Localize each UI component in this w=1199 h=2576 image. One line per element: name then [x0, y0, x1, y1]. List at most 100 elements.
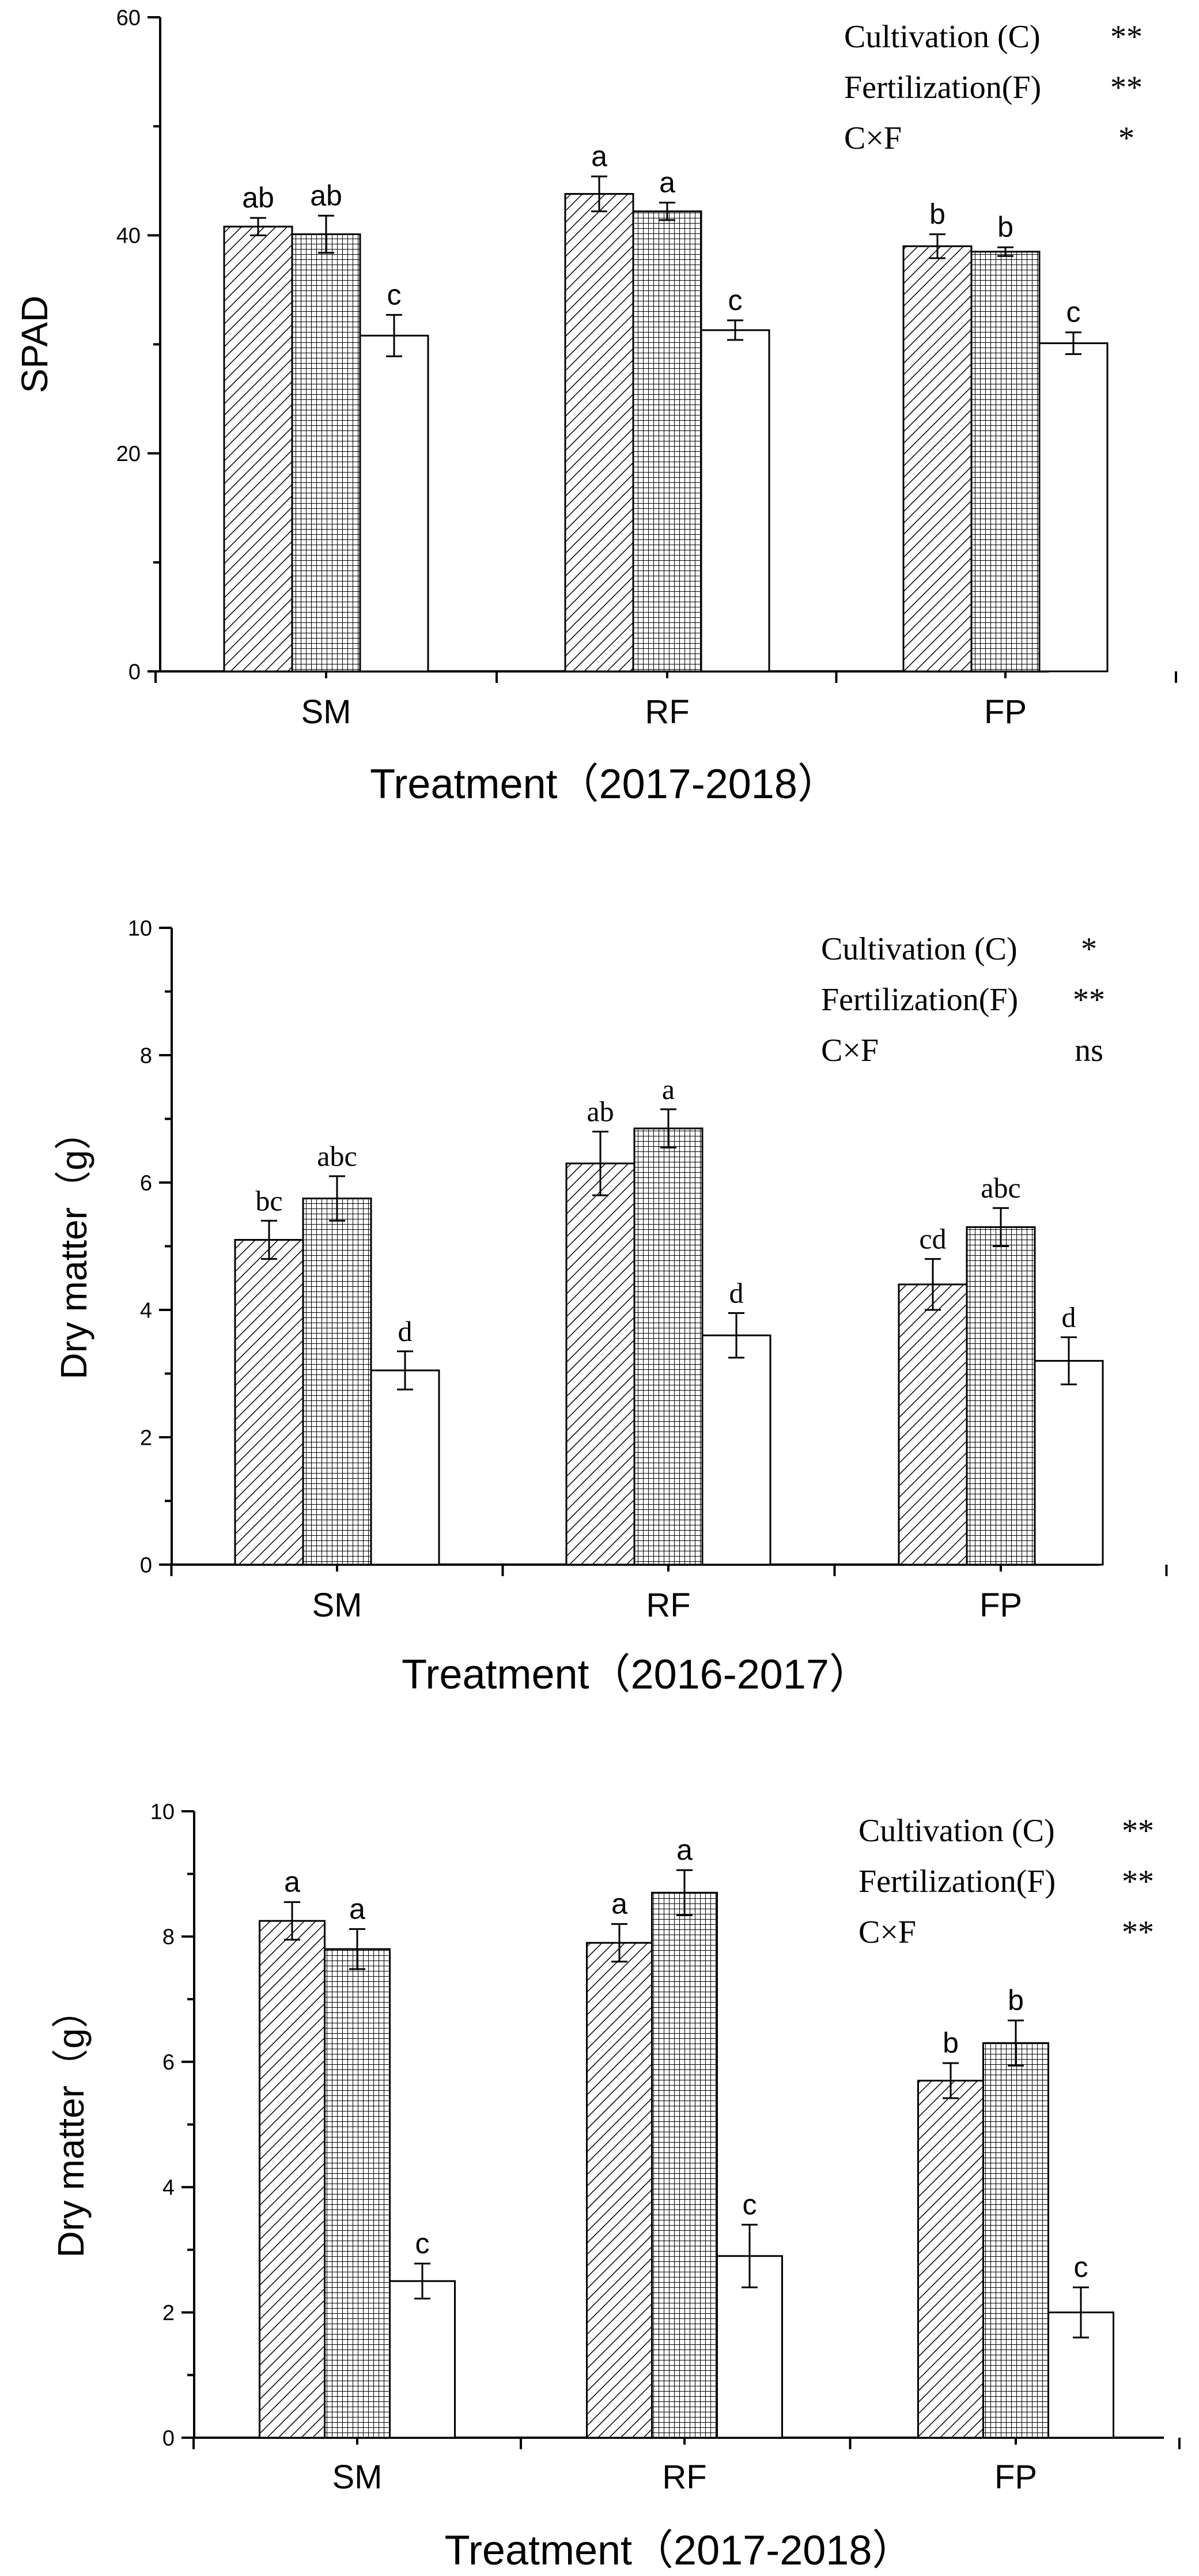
significance-letter: bc	[255, 1184, 282, 1217]
bar-fp-1	[917, 2079, 984, 2439]
bar-rf-2	[651, 1891, 718, 2439]
bar-rf-2	[632, 210, 702, 673]
y-axis-title: Dry matter（g）	[50, 1991, 92, 2257]
anova-significance: **	[1122, 1914, 1154, 1950]
anova-factor: C×F	[858, 1914, 916, 1950]
significance-letter: c	[415, 2227, 430, 2260]
significance-letter: d	[729, 1277, 744, 1309]
significance-letter: c	[743, 2188, 757, 2220]
anova-significance: *	[1081, 931, 1097, 967]
y-tick-label: 6	[162, 2050, 175, 2075]
bar-fp-3	[1034, 1359, 1104, 1566]
significance-letter: b	[929, 198, 945, 230]
anova-significance: **	[1122, 1813, 1154, 1849]
significance-letter: ab	[242, 182, 274, 214]
category-label: RF	[646, 1587, 690, 1624]
y-tick-label: 2	[162, 2301, 175, 2325]
y-axis-title: Dry matter（g）	[53, 1113, 94, 1379]
significance-letter: a	[349, 1893, 365, 1925]
y-axis-title: SPAD	[14, 296, 55, 394]
significance-letter: ab	[587, 1096, 614, 1128]
significance-letter: b	[997, 211, 1013, 243]
category-label: SM	[312, 1587, 362, 1624]
y-tick-label: 8	[162, 1925, 175, 1950]
y-tick-label: 4	[140, 1298, 152, 1323]
significance-letter: c	[1066, 296, 1081, 328]
category-label: RF	[662, 2458, 706, 2496]
bar-fp-1	[902, 245, 973, 673]
anova-factor: Fertilization(F)	[821, 982, 1018, 1018]
y-tick-label: 0	[128, 660, 141, 684]
bar-sm-3	[359, 334, 429, 673]
anova-significance: ns	[1075, 1033, 1103, 1068]
significance-letter: cd	[919, 1223, 946, 1255]
significance-letter: d	[398, 1315, 413, 1347]
bar-sm-2	[302, 1198, 372, 1566]
bar-sm-3	[389, 2280, 456, 2439]
significance-letter: a	[611, 1888, 627, 1920]
bar-rf-1	[565, 1162, 636, 1566]
bar-fp-3	[1038, 342, 1109, 673]
y-tick-label: 0	[140, 1553, 152, 1577]
significance-letter: c	[728, 284, 743, 316]
bar-fp-2	[982, 2042, 1049, 2439]
bar-fp-1	[898, 1283, 968, 1566]
category-label: FP	[979, 1587, 1022, 1624]
significance-letter: a	[284, 1866, 300, 1898]
anova-significance: **	[1122, 1864, 1154, 1899]
category-label: FP	[984, 693, 1027, 731]
category-label: SM	[301, 693, 351, 731]
y-tick-label: 6	[140, 1171, 152, 1195]
y-tick-label: 0	[162, 2426, 175, 2450]
significance-letter: d	[1062, 1301, 1076, 1334]
significance-letter: abc	[981, 1172, 1020, 1204]
bar-sm-2	[324, 1948, 391, 2439]
anova-factor: Cultivation (C)	[844, 19, 1041, 55]
category-label: RF	[645, 693, 689, 731]
anova-factor: C×F	[821, 1033, 879, 1068]
x-axis-title: Treatment（2017-2018）	[445, 2528, 914, 2574]
anova-factor: Cultivation (C)	[858, 1813, 1055, 1849]
category-label: FP	[994, 2458, 1037, 2496]
anova-factor: Fertilization(F)	[844, 70, 1041, 105]
bar-sm-3	[370, 1369, 440, 1566]
anova-significance: **	[1073, 982, 1105, 1018]
bar-fp-2	[966, 1226, 1036, 1566]
bar-fp-2	[970, 251, 1041, 673]
anova-factor: Fertilization(F)	[858, 1864, 1056, 1899]
anova-factor: C×F	[844, 120, 902, 156]
significance-letter: c	[387, 278, 402, 311]
bar-sm-2	[291, 233, 361, 673]
y-tick-label: 2	[140, 1426, 152, 1450]
anova-significance: **	[1110, 70, 1143, 105]
y-tick-label: 60	[116, 6, 141, 30]
bar-rf-2	[633, 1127, 703, 1566]
significance-letter: abc	[317, 1140, 357, 1172]
anova-significance: **	[1110, 19, 1143, 55]
bar-sm-1	[223, 225, 293, 673]
y-tick-label: 4	[162, 2176, 175, 2200]
anova-significance: *	[1118, 120, 1134, 156]
bar-rf-3	[701, 1334, 771, 1566]
bar-rf-1	[586, 1942, 653, 2439]
x-axis-title: Treatment（2016-2017）	[402, 1652, 871, 1698]
bar-sm-1	[259, 1920, 326, 2439]
chart-panel-3: 0 2 4 6 8 10 SM RF FP a a b a a b c c c Treatment（2017-201…	[50, 1800, 1181, 2574]
significance-letter: c	[1074, 2251, 1088, 2283]
bar-rf-1	[564, 192, 634, 673]
significance-letter: a	[591, 140, 607, 172]
y-tick-label: 20	[116, 442, 141, 466]
significance-letter: b	[1008, 1984, 1024, 2016]
x-axis-title: Treatment（2017-2018）	[370, 761, 839, 807]
category-label: SM	[332, 2458, 383, 2496]
y-tick-label: 10	[128, 916, 152, 940]
significance-letter: a	[659, 167, 675, 199]
significance-letter: b	[943, 2027, 959, 2059]
significance-letter: a	[676, 1834, 693, 1866]
anova-factor: Cultivation (C)	[821, 931, 1018, 967]
y-tick-label: 8	[140, 1044, 152, 1068]
significance-letter: a	[662, 1073, 675, 1105]
